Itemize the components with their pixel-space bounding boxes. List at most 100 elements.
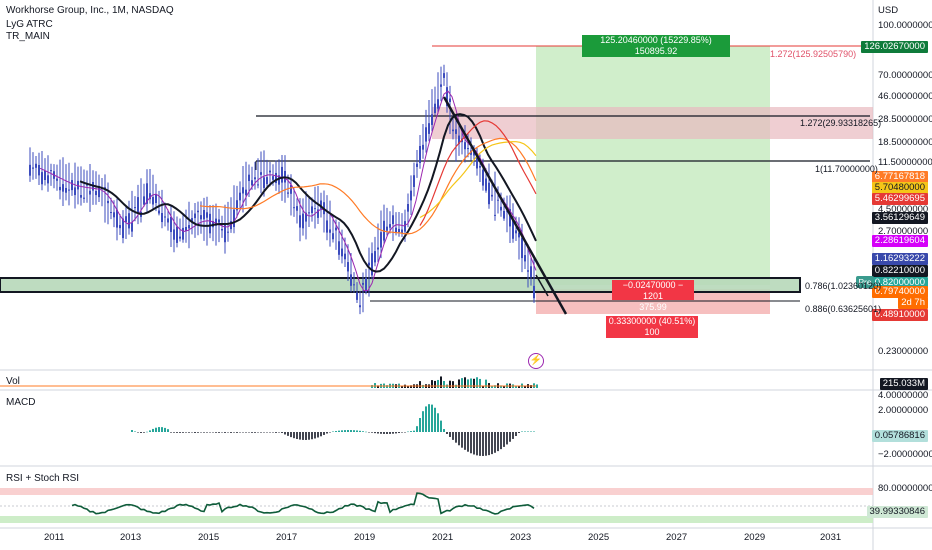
volume-pane-label[interactable]: Vol (6, 376, 20, 387)
volume-bar (440, 376, 442, 388)
candle-body (56, 178, 58, 181)
macd-bar (347, 430, 349, 432)
candle-body (362, 282, 364, 285)
macd-bar (218, 432, 220, 433)
year-label: 2011 (44, 532, 65, 543)
macd-bar (173, 432, 175, 433)
candle-body (308, 212, 310, 214)
candle-body (296, 206, 298, 211)
candle-body (197, 210, 199, 213)
macd-bar (170, 432, 172, 433)
candle-body (377, 247, 379, 250)
macd-pane-label[interactable]: MACD (6, 397, 36, 408)
macd-bar (374, 432, 376, 434)
candle-body (263, 177, 265, 188)
symbol-title[interactable]: Workhorse Group, Inc., 1M, NASDAQ (6, 5, 174, 16)
candle-body (32, 167, 34, 169)
candle-body (146, 183, 148, 204)
candle-body (74, 187, 76, 196)
macd-bar (497, 432, 499, 452)
macd-bar (278, 432, 280, 433)
resistance-zone (432, 107, 873, 139)
candle-body (128, 213, 130, 229)
candle-body (98, 185, 100, 198)
candle-body (497, 199, 499, 201)
volume-bar (518, 385, 520, 388)
candle-body (356, 292, 358, 300)
macd-bar (476, 432, 478, 456)
candle-body (251, 180, 253, 186)
candle-body (221, 228, 223, 231)
macd-bar (482, 432, 484, 456)
macd-bar (152, 428, 154, 432)
candle-body (476, 155, 478, 169)
macd-bar (341, 430, 343, 432)
macd-bar (533, 431, 535, 432)
candle-body (272, 176, 274, 180)
candle-body (293, 207, 295, 209)
macd-bar (221, 432, 223, 433)
candle-body (524, 255, 526, 262)
candle-body (62, 184, 64, 192)
volume-bar (500, 385, 502, 388)
candle-body (512, 219, 514, 239)
downtrend-line (442, 96, 568, 315)
candle-body (59, 186, 61, 191)
candle-body (134, 207, 136, 209)
macd-bar (434, 407, 436, 432)
volume-bar (371, 385, 373, 388)
macd-bar (263, 432, 265, 433)
lightning-icon[interactable]: ⚡ (528, 353, 544, 369)
macd-bar (236, 432, 238, 433)
candle-body (29, 164, 31, 176)
macd-bar (416, 426, 418, 432)
macd-bar (452, 432, 454, 440)
candle-body (515, 230, 517, 234)
candle-body (167, 218, 169, 223)
candle-body (392, 215, 394, 225)
candle-body (248, 174, 250, 182)
macd-tick: 4.00000000 (878, 390, 929, 401)
volume-bar (437, 379, 439, 388)
candle-body (404, 221, 406, 232)
macd-bar (467, 432, 469, 452)
volume-bar (473, 378, 475, 388)
macd-bar (521, 431, 523, 432)
candle-body (344, 253, 346, 260)
candle-body (218, 219, 220, 223)
price-tick: 18.50000000 (878, 137, 932, 148)
macd-bar (350, 430, 352, 432)
candle-body (302, 213, 304, 229)
candle-body (434, 103, 436, 114)
macd-bar (272, 432, 274, 433)
volume-bar (434, 380, 436, 388)
macd-bar (344, 430, 346, 432)
candle-body (326, 220, 328, 233)
macd-bar (503, 432, 505, 447)
macd-bar (146, 431, 148, 433)
rsi-pane-label[interactable]: RSI + Stoch RSI (6, 473, 80, 484)
macd-bar (137, 432, 139, 433)
indicator-tr-main[interactable]: TR_MAIN (6, 31, 50, 42)
price-tag-ma1: 6.77167818 (871, 171, 928, 183)
macd-bar (377, 432, 379, 434)
macd-bar (491, 432, 493, 455)
macd-bar (362, 431, 364, 432)
macd-bar (419, 418, 421, 432)
candle-body (350, 274, 352, 286)
candle-body (329, 229, 331, 233)
macd-bar (464, 432, 466, 450)
macd-bar (356, 430, 358, 432)
candle-body (338, 241, 340, 255)
price-tick: 28.50000000 (878, 114, 932, 125)
candle-body (494, 214, 496, 216)
candle-body (464, 142, 466, 150)
macd-bar (338, 430, 340, 432)
macd-bar (512, 432, 514, 439)
indicator-lyg-atrc[interactable]: LyG ATRC (6, 19, 53, 30)
macd-bar (212, 432, 214, 433)
projection-profit-zone (536, 46, 770, 285)
macd-bar (326, 432, 328, 434)
